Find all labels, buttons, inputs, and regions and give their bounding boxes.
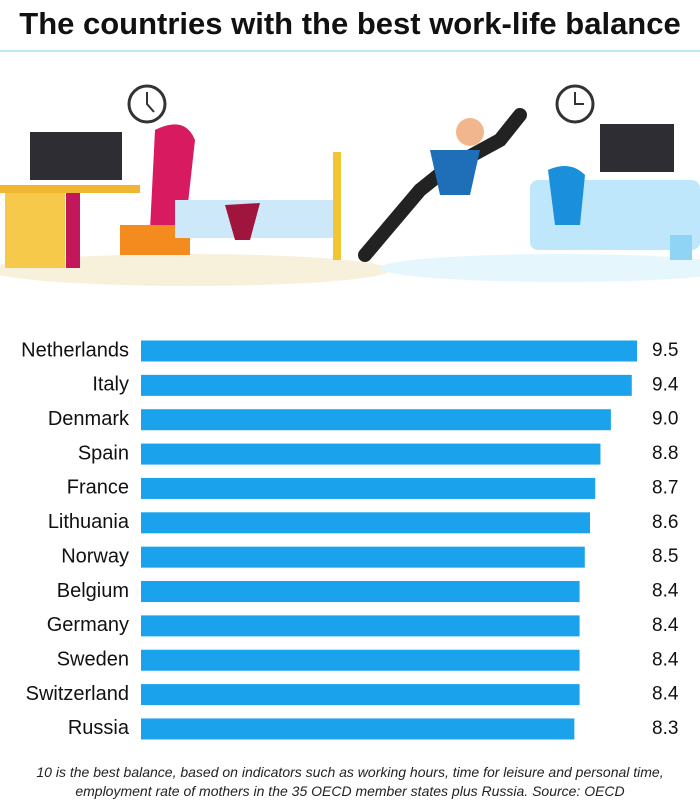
footnote-line: 10 is the best balance, based on indicat… [36,764,663,780]
value-label: 8.4 [652,581,679,602]
bar [141,546,585,568]
bar [141,340,637,362]
footnote-line: employment rate of mothers in the 35 OEC… [75,783,624,799]
category-label: Spain [78,442,129,464]
value-label: 9.0 [652,409,678,430]
category-label: Norway [61,545,129,567]
illustration [0,84,700,286]
bar [141,477,596,499]
category-label: Belgium [57,580,129,602]
bar [141,718,575,740]
category-label: Russia [68,717,130,739]
category-label: Italy [92,374,129,396]
value-label: 8.3 [652,718,678,739]
category-label: Denmark [48,408,130,430]
value-label: 8.8 [652,443,678,464]
value-label: 8.5 [652,546,678,567]
value-label: 9.5 [652,340,678,361]
category-label: Sweden [57,649,129,671]
category-label: France [67,477,129,499]
value-label: 8.4 [652,615,679,636]
category-label: Germany [47,614,129,636]
footnote: 10 is the best balance, based on indicat… [36,764,663,799]
value-label: 8.6 [652,512,678,533]
value-label: 8.4 [652,684,679,705]
value-label: 9.4 [652,374,679,395]
bar [141,374,632,396]
category-label: Lithuania [48,511,130,533]
value-label: 8.7 [652,477,678,498]
bar [141,409,611,431]
bar [141,512,591,534]
category-label: Netherlands [21,339,129,361]
bar [141,649,580,671]
value-label: 8.4 [652,649,679,670]
bar [141,684,580,706]
chart-title: The countries with the best work-life ba… [19,6,680,41]
category-label: Switzerland [26,683,129,705]
bar [141,615,580,637]
bar [141,581,580,603]
bar [141,443,601,465]
